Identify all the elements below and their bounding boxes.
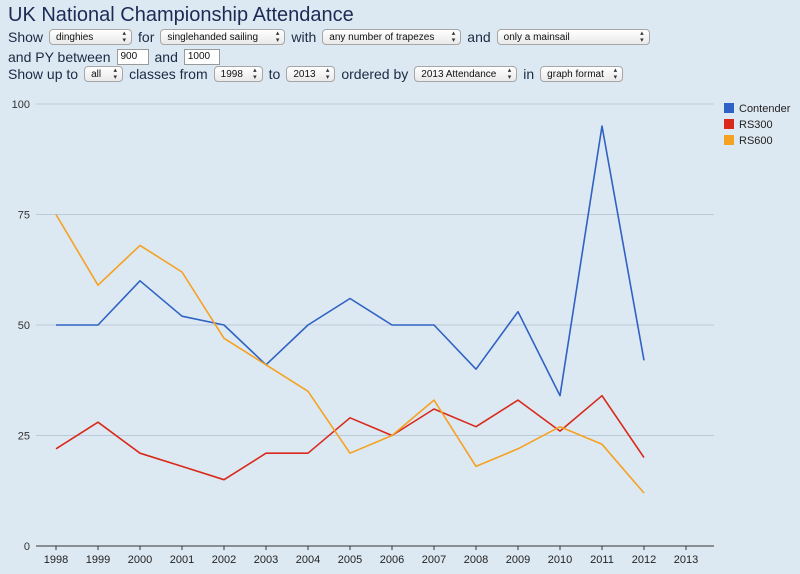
chevron-updown-icon: ▴ ▾	[613, 67, 618, 81]
series-line-rs300	[55, 394, 645, 481]
py-and-label: and	[154, 49, 178, 65]
x-tick-label: 2003	[254, 554, 278, 566]
x-tick-label: 1998	[44, 554, 68, 566]
py-min-input[interactable]: 900	[116, 49, 149, 65]
x-tick-label: 2002	[212, 554, 236, 566]
legend-swatch-rs300	[724, 119, 734, 129]
x-tick-label: 2005	[338, 554, 362, 566]
for-label: for	[138, 29, 155, 45]
y-tick-label: 25	[18, 431, 30, 443]
to-year-value: 2013	[293, 68, 316, 80]
count-select[interactable]: all ▴ ▾	[84, 66, 124, 82]
to-year-select[interactable]: 2013 ▴ ▾	[286, 66, 336, 82]
page-title: UK National Championship Attendance	[8, 4, 354, 26]
x-tick-label: 2012	[632, 554, 656, 566]
boat-type-select[interactable]: dinghies ▴ ▾	[49, 29, 133, 45]
and-label: and	[467, 29, 491, 45]
chevron-updown-icon: ▴ ▾	[275, 30, 280, 44]
to-label: to	[268, 66, 281, 82]
y-tick-label: 0	[24, 541, 30, 553]
py-max-input[interactable]: 1000	[183, 49, 220, 65]
chevron-updown-icon: ▴ ▾	[451, 30, 456, 44]
x-tick-label: 2009	[506, 554, 530, 566]
chevron-updown-icon: ▴ ▾	[253, 67, 257, 81]
order-value: 2013 Attendance	[421, 68, 497, 80]
series-line-rs600	[55, 214, 645, 494]
trapeze-select[interactable]: any number of trapezes ▴ ▾	[322, 29, 462, 45]
filter-row-2: and PY between 900 and 1000	[8, 47, 226, 67]
chevron-updown-icon: ▴ ▾	[507, 67, 512, 81]
in-label: in	[523, 66, 535, 82]
legend-swatch-rs600	[724, 135, 734, 145]
legend-label-rs600: RS600	[739, 135, 773, 147]
py-between-label: and PY between	[8, 49, 111, 65]
x-tick-label: 2013	[674, 554, 698, 566]
usage-select[interactable]: singlehanded sailing ▴ ▾	[160, 29, 286, 45]
y-tick-label: 100	[12, 99, 30, 111]
legend-label-contender: Contender	[739, 103, 791, 115]
order-select[interactable]: 2013 Attendance ▴ ▾	[414, 66, 518, 82]
series-line-contender	[56, 125, 645, 397]
x-tick-label: 2007	[422, 554, 446, 566]
format-value: graph format	[547, 68, 604, 80]
chevron-updown-icon: ▴ ▾	[325, 67, 330, 81]
from-year-select[interactable]: 1998 ▴ ▾	[213, 66, 263, 82]
x-tick-label: 2008	[464, 554, 488, 566]
from-year-value: 1998	[220, 68, 243, 80]
filter-row-1: Show dinghies ▴ ▾ for singlehanded sailin…	[8, 27, 656, 47]
legend-label-rs300: RS300	[739, 119, 773, 131]
classes-from-label: classes from	[129, 66, 208, 82]
chevron-updown-icon: ▴ ▾	[122, 30, 127, 44]
x-tick-label: 2004	[296, 554, 320, 566]
x-tick-label: 2006	[380, 554, 404, 566]
with-label: with	[291, 29, 317, 45]
rig-value: only a mainsail	[503, 31, 570, 43]
y-tick-label: 75	[18, 210, 30, 222]
x-tick-label: 1999	[86, 554, 110, 566]
show-up-to-label: Show up to	[8, 66, 79, 82]
show-label: Show	[8, 29, 44, 45]
format-select[interactable]: graph format ▴ ▾	[540, 66, 624, 82]
count-value: all	[91, 68, 102, 80]
ordered-by-label: ordered by	[341, 66, 409, 82]
legend-swatch-contender	[724, 103, 734, 113]
rig-select[interactable]: only a mainsail ▴ ▾	[496, 29, 650, 45]
x-tick-label: 2001	[170, 554, 194, 566]
boat-type-value: dinghies	[56, 31, 94, 43]
chevron-updown-icon: ▴ ▾	[640, 30, 644, 44]
y-tick-label: 50	[18, 320, 30, 332]
filter-row-3: Show up to all ▴ ▾ classes from 1998 ▴ ▾ t…	[8, 64, 629, 84]
chevron-updown-icon: ▴ ▾	[113, 67, 118, 81]
usage-value: singlehanded sailing	[167, 31, 258, 43]
x-tick-label: 2000	[128, 554, 152, 566]
trapeze-value: any number of trapezes	[329, 31, 435, 43]
x-tick-label: 2010	[548, 554, 572, 566]
x-tick-label: 2011	[590, 554, 614, 566]
